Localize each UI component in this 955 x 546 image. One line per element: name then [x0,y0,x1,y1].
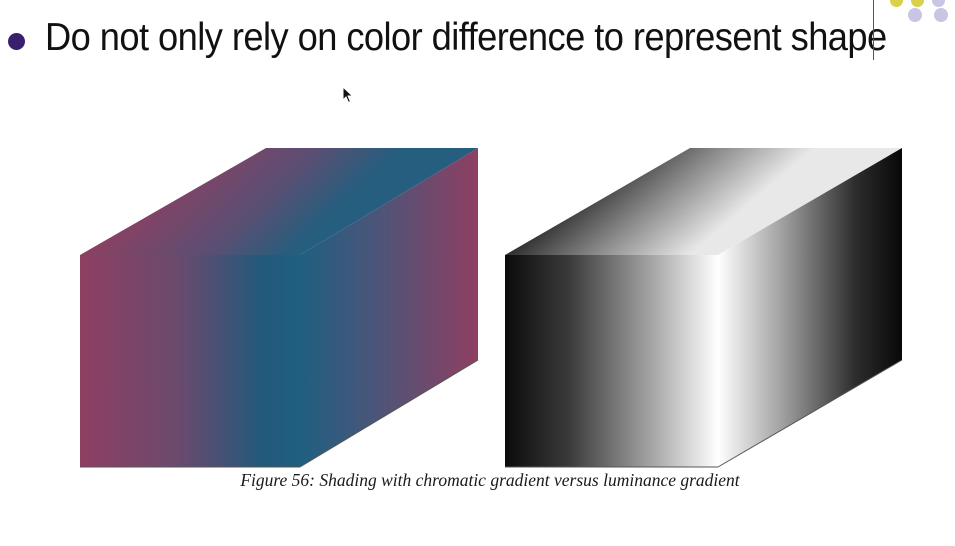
luminance-gradient-box [505,148,903,468]
bullet-dot-icon [8,32,25,50]
luminance-box-side-face [718,148,902,467]
luminance-box-front-face [505,255,718,467]
bullet-point: Do not only rely on color difference to … [8,10,950,66]
decor-dot-lavender-2 [908,8,922,22]
decor-dot-yellow-2 [911,0,924,7]
decor-dot-yellow-1 [890,0,903,7]
luminance-box-top-face [505,148,902,255]
figure-caption: Figure 56: Shading with chromatic gradie… [240,470,740,490]
chromatic-gradient-box [80,148,479,468]
chromatic-box-top-face [80,148,478,255]
decor-dot-lavender-1 [932,0,945,7]
decor-dot-lavender-3 [934,8,948,22]
mouse-pointer-icon [342,86,354,104]
bullet-text: Do not only rely on color difference to … [45,16,887,59]
decor-divider [873,0,874,60]
chromatic-box-front-face [80,255,300,467]
chromatic-box-side-face [300,148,478,467]
